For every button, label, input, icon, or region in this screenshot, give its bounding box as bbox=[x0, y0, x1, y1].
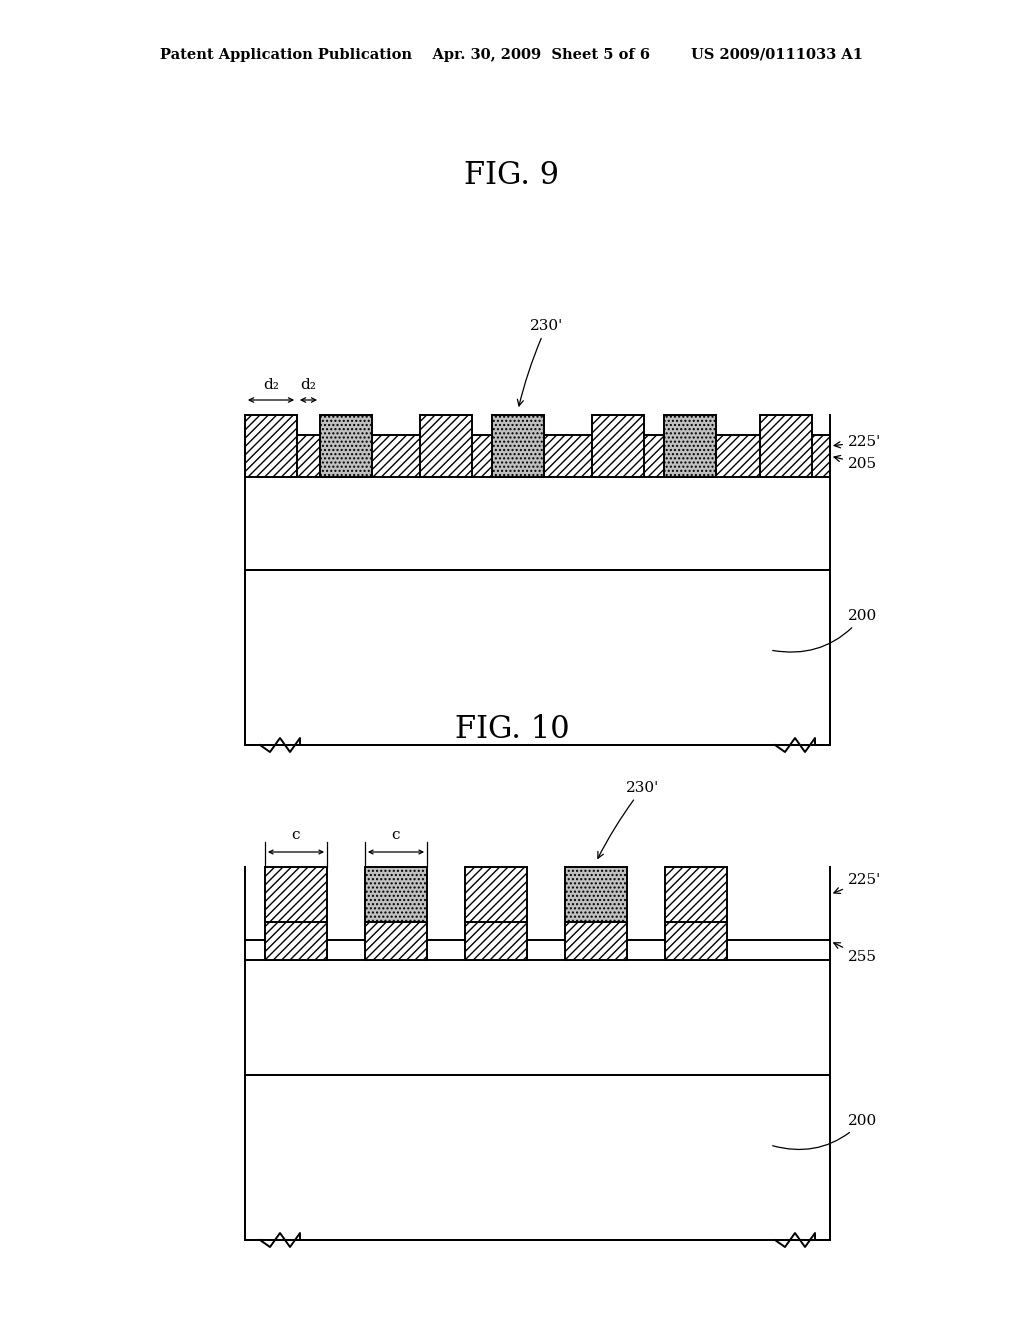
Bar bbox=[245, 436, 830, 477]
Bar bbox=[465, 867, 527, 921]
Text: FIG. 10: FIG. 10 bbox=[455, 714, 569, 746]
Text: 230': 230' bbox=[598, 781, 659, 858]
Text: FIG. 9: FIG. 9 bbox=[465, 160, 559, 190]
Bar bbox=[365, 867, 427, 921]
Text: 230': 230' bbox=[517, 319, 563, 407]
Text: 255: 255 bbox=[834, 942, 877, 964]
Bar bbox=[265, 921, 327, 960]
Bar bbox=[565, 867, 627, 921]
Text: 205: 205 bbox=[835, 455, 878, 471]
Bar bbox=[492, 414, 544, 477]
Text: c: c bbox=[292, 828, 300, 842]
Bar bbox=[319, 414, 372, 477]
Bar bbox=[420, 414, 472, 477]
Bar bbox=[245, 1074, 830, 1239]
Bar bbox=[245, 570, 830, 744]
Text: c: c bbox=[392, 828, 400, 842]
Bar bbox=[665, 921, 727, 960]
Text: d₂: d₂ bbox=[301, 378, 316, 392]
Bar bbox=[245, 414, 297, 477]
Text: 225': 225' bbox=[834, 874, 882, 894]
Bar bbox=[665, 867, 727, 921]
Bar bbox=[592, 414, 644, 477]
Bar bbox=[760, 414, 812, 477]
Bar bbox=[265, 867, 327, 921]
Text: d₂: d₂ bbox=[263, 378, 279, 392]
Text: 200: 200 bbox=[773, 1114, 878, 1150]
Text: Patent Application Publication    Apr. 30, 2009  Sheet 5 of 6        US 2009/011: Patent Application Publication Apr. 30, … bbox=[161, 48, 863, 62]
Bar bbox=[664, 414, 716, 477]
Text: 200: 200 bbox=[773, 609, 878, 652]
Bar bbox=[465, 921, 527, 960]
Bar bbox=[565, 921, 627, 960]
Text: 225': 225' bbox=[835, 436, 882, 449]
Bar bbox=[365, 921, 427, 960]
